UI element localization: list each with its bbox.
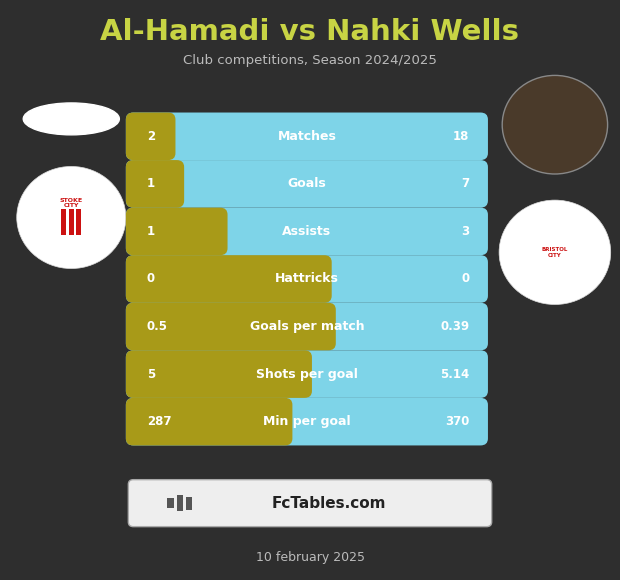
Text: 0: 0 [147,273,155,285]
Text: Hattricks: Hattricks [275,273,339,285]
Text: BRISTOL
CITY: BRISTOL CITY [542,247,568,258]
FancyBboxPatch shape [126,255,332,303]
FancyBboxPatch shape [126,113,488,160]
Text: 5.14: 5.14 [440,368,469,380]
Text: 10 february 2025: 10 february 2025 [255,552,365,564]
FancyBboxPatch shape [126,350,312,398]
Text: 5: 5 [147,368,155,380]
Text: 7: 7 [461,177,469,190]
Text: 18: 18 [453,130,469,143]
Text: Matches: Matches [278,130,336,143]
Circle shape [17,166,126,269]
Ellipse shape [24,103,120,135]
FancyBboxPatch shape [126,208,228,255]
FancyBboxPatch shape [126,398,488,445]
FancyBboxPatch shape [126,160,184,208]
Text: Min per goal: Min per goal [263,415,351,428]
Bar [177,495,183,512]
Text: 3: 3 [461,225,469,238]
Text: FcTables.com: FcTables.com [272,496,386,510]
Circle shape [502,75,608,174]
FancyBboxPatch shape [126,160,488,208]
FancyBboxPatch shape [126,350,488,398]
Bar [76,209,81,235]
Bar [167,498,174,508]
FancyBboxPatch shape [126,208,488,255]
Text: 1: 1 [147,225,155,238]
FancyBboxPatch shape [128,480,492,527]
Text: 0.39: 0.39 [440,320,469,333]
FancyBboxPatch shape [126,113,175,160]
Text: 1863: 1863 [65,237,78,242]
Text: Al-Hamadi vs Nahki Wells: Al-Hamadi vs Nahki Wells [100,18,520,46]
Text: 0: 0 [461,273,469,285]
Text: 1: 1 [147,177,155,190]
Text: 287: 287 [147,415,172,428]
Text: Shots per goal: Shots per goal [256,368,358,380]
FancyBboxPatch shape [126,255,488,303]
Text: 0.5: 0.5 [147,320,168,333]
FancyBboxPatch shape [126,303,336,350]
Text: Goals per match: Goals per match [250,320,364,333]
Bar [69,209,74,235]
Bar [186,496,192,509]
Text: Assists: Assists [282,225,332,238]
Text: STOKE
CITY: STOKE CITY [60,198,83,208]
Text: 370: 370 [445,415,469,428]
FancyBboxPatch shape [126,398,293,445]
FancyBboxPatch shape [126,303,488,350]
Text: Club competitions, Season 2024/2025: Club competitions, Season 2024/2025 [183,55,437,67]
Text: Goals: Goals [288,177,326,190]
Circle shape [499,200,611,304]
Bar [61,209,66,235]
Text: 2: 2 [147,130,155,143]
